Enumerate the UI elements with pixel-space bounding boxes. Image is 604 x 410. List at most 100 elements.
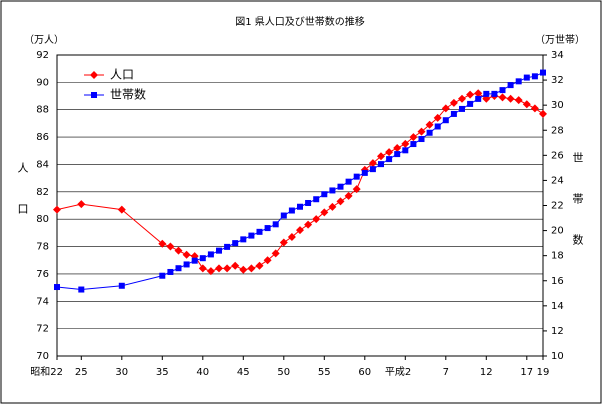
marker bbox=[159, 272, 166, 279]
marker bbox=[328, 202, 337, 211]
y2-tick-label: 34 bbox=[551, 50, 564, 61]
marker bbox=[280, 212, 287, 219]
legend-label: 世帯数 bbox=[110, 87, 146, 102]
marker bbox=[450, 110, 457, 117]
marker bbox=[313, 196, 320, 203]
marker bbox=[297, 203, 303, 210]
marker bbox=[158, 239, 167, 248]
marker bbox=[255, 261, 264, 270]
x-tick-label: 35 bbox=[156, 367, 169, 378]
x-tick-label: 50 bbox=[277, 367, 290, 378]
marker bbox=[352, 185, 361, 194]
chart-title: 図1 県人口及び世帯数の推移 bbox=[235, 15, 365, 28]
marker bbox=[418, 136, 425, 143]
y2-label: 世帯数 bbox=[571, 152, 584, 275]
y-tick-label: 80 bbox=[36, 214, 49, 225]
marker bbox=[215, 264, 223, 273]
legend-label: 人口 bbox=[110, 68, 134, 82]
marker bbox=[207, 251, 214, 258]
marker bbox=[223, 264, 232, 273]
marker bbox=[329, 187, 336, 194]
marker bbox=[53, 205, 61, 214]
marker bbox=[417, 127, 426, 136]
y-tick-label: 84 bbox=[36, 159, 49, 170]
marker bbox=[287, 232, 296, 241]
marker bbox=[514, 96, 523, 105]
x-tick-label: 25 bbox=[75, 367, 88, 378]
marker bbox=[410, 141, 417, 148]
marker bbox=[117, 205, 126, 214]
marker bbox=[523, 74, 530, 81]
y2-tick-label: 24 bbox=[551, 175, 564, 186]
marker bbox=[206, 267, 215, 276]
marker bbox=[498, 93, 507, 102]
marker bbox=[425, 120, 434, 129]
y-tick-label: 92 bbox=[36, 50, 49, 61]
marker bbox=[539, 109, 547, 118]
marker bbox=[506, 94, 515, 103]
marker bbox=[459, 105, 465, 112]
marker bbox=[378, 161, 384, 168]
marker bbox=[191, 257, 198, 264]
marker bbox=[530, 104, 539, 113]
marker bbox=[320, 208, 329, 217]
y-tick-label: 86 bbox=[36, 132, 49, 143]
marker bbox=[239, 265, 248, 274]
marker bbox=[531, 73, 538, 80]
marker bbox=[78, 286, 85, 293]
marker bbox=[441, 104, 450, 113]
marker bbox=[458, 94, 466, 103]
y2-tick-label: 22 bbox=[551, 201, 564, 212]
marker bbox=[507, 82, 514, 89]
y2-tick-label: 20 bbox=[551, 226, 564, 237]
marker bbox=[305, 199, 312, 206]
x-tick-label: 45 bbox=[237, 367, 250, 378]
marker bbox=[385, 148, 394, 157]
marker bbox=[54, 284, 60, 291]
marker bbox=[540, 69, 546, 76]
y2-tick-label: 10 bbox=[551, 351, 564, 362]
marker bbox=[345, 178, 352, 185]
marker bbox=[353, 173, 360, 180]
marker bbox=[118, 282, 125, 289]
x-tick-label: 55 bbox=[318, 367, 331, 378]
y-tick-label: 70 bbox=[36, 351, 49, 362]
y2-tick-label: 12 bbox=[551, 326, 564, 337]
marker bbox=[368, 159, 377, 168]
marker bbox=[442, 117, 449, 124]
marker bbox=[336, 197, 345, 206]
marker bbox=[264, 225, 271, 232]
marker bbox=[515, 78, 522, 85]
marker bbox=[449, 98, 458, 107]
y-tick-label: 90 bbox=[36, 77, 49, 88]
y-label: 人口 bbox=[16, 162, 29, 244]
marker bbox=[240, 236, 247, 243]
x-tick-label: 昭和22 bbox=[30, 366, 63, 378]
marker bbox=[467, 100, 474, 107]
marker bbox=[304, 220, 313, 229]
marker bbox=[491, 90, 498, 97]
marker bbox=[199, 255, 206, 262]
y2-tick-label: 32 bbox=[551, 75, 564, 86]
marker bbox=[182, 250, 191, 259]
marker bbox=[522, 100, 531, 109]
x-tick-label: 12 bbox=[480, 367, 493, 378]
marker bbox=[337, 183, 344, 190]
y2-tick-label: 14 bbox=[551, 301, 564, 312]
y-unit: （万人） bbox=[24, 34, 64, 46]
y-tick-label: 82 bbox=[36, 187, 49, 198]
marker bbox=[377, 152, 385, 161]
marker bbox=[174, 246, 183, 255]
marker bbox=[232, 240, 239, 247]
marker bbox=[483, 90, 490, 97]
y2-tick-label: 30 bbox=[551, 100, 564, 111]
x-tick-label: 60 bbox=[358, 367, 371, 378]
marker bbox=[279, 238, 288, 247]
marker bbox=[216, 247, 222, 254]
x-tick-label: 平成2 bbox=[385, 366, 411, 378]
y-tick-label: 78 bbox=[36, 242, 49, 253]
legend-marker bbox=[90, 71, 98, 79]
marker bbox=[183, 261, 190, 268]
marker bbox=[224, 243, 231, 250]
